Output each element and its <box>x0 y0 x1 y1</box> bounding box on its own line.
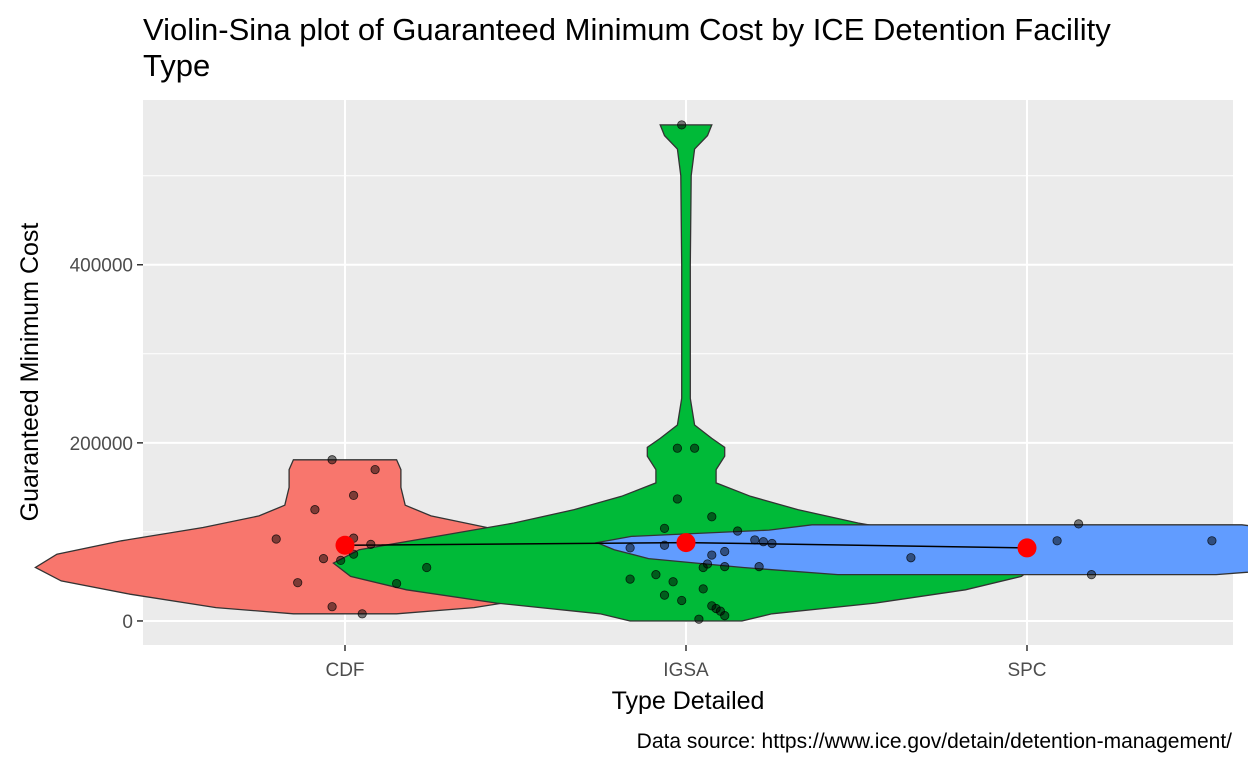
x-tick-label: IGSA <box>663 660 709 681</box>
data-point-igsa <box>625 574 635 584</box>
mean-marker-spc <box>1017 538 1037 558</box>
mean-markers <box>335 533 1037 558</box>
data-source-caption: Data source: https://www.ice.gov/detain/… <box>636 730 1232 753</box>
violin-igsa <box>332 124 1040 622</box>
sina-points <box>271 120 1217 624</box>
data-point-cdf <box>422 562 432 573</box>
x-axis-title: Type Detailed <box>612 687 765 715</box>
data-point-cdf <box>293 578 303 588</box>
data-point-spc <box>1207 536 1217 546</box>
data-point-igsa <box>754 562 764 572</box>
data-point-igsa <box>677 120 687 130</box>
data-point-cdf <box>391 578 402 589</box>
mean-marker-igsa <box>676 533 696 553</box>
data-point-igsa <box>689 443 700 453</box>
data-point-cdf <box>327 602 337 612</box>
data-point-igsa <box>750 535 760 545</box>
data-point-spc <box>1074 519 1084 529</box>
x-axis: CDF IGSA SPC <box>325 645 1047 681</box>
data-point-igsa <box>625 543 635 553</box>
data-point-cdf <box>310 505 320 515</box>
data-point-igsa <box>758 537 769 547</box>
data-point-igsa <box>668 577 678 587</box>
y-tick-label: 400000 <box>70 256 133 277</box>
data-point-igsa <box>707 550 717 560</box>
data-point-spc <box>1086 570 1097 580</box>
data-point-igsa <box>677 595 687 606</box>
data-point-igsa <box>720 611 730 621</box>
data-point-igsa <box>659 523 670 533</box>
data-point-igsa <box>672 443 683 453</box>
y-axis: 0 200000 400000 <box>70 256 143 633</box>
data-point-cdf <box>370 464 380 475</box>
data-point-igsa <box>707 512 717 522</box>
mean-marker-cdf <box>335 535 355 555</box>
y-tick-label: 0 <box>122 612 133 633</box>
data-point-igsa <box>672 494 683 504</box>
data-point-igsa <box>698 584 708 594</box>
data-point-cdf <box>348 490 359 500</box>
data-point-cdf <box>318 554 329 564</box>
data-point-igsa <box>698 562 708 573</box>
data-point-igsa <box>720 546 730 557</box>
y-tick-label: 200000 <box>70 434 133 455</box>
data-point-cdf <box>271 534 281 544</box>
data-point-igsa <box>694 614 704 624</box>
data-point-igsa <box>659 590 670 600</box>
data-point-igsa <box>720 562 730 572</box>
data-point-cdf <box>357 609 367 619</box>
data-point-igsa <box>651 570 661 580</box>
x-tick-label: SPC <box>1007 660 1046 681</box>
y-axis-title: Guaranteed Minimum Cost <box>16 223 44 522</box>
data-point-igsa <box>732 526 743 536</box>
chart-title: Violin-Sina plot of Guaranteed Minimum C… <box>143 12 1111 83</box>
data-point-cdf <box>327 455 337 465</box>
data-point-cdf <box>336 555 346 566</box>
x-tick-label: CDF <box>325 660 364 681</box>
data-point-spc <box>1052 536 1062 546</box>
data-point-spc <box>906 553 916 563</box>
